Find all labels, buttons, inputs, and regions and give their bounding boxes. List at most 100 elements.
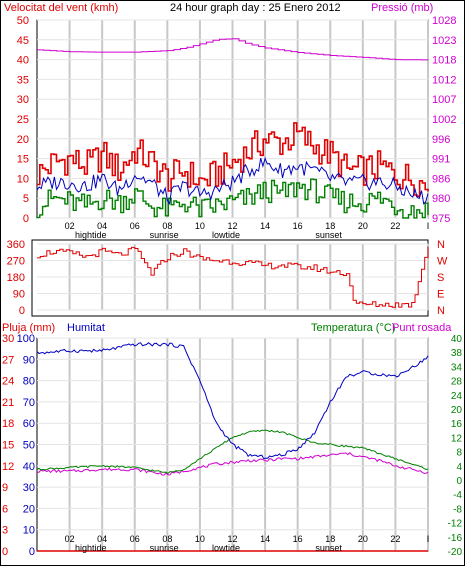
rain-axis-tick-label: 9 bbox=[2, 482, 8, 494]
pressure-axis-tick-label: 986 bbox=[432, 173, 450, 185]
rain-title: Pluja (mm) bbox=[2, 322, 55, 334]
humidity-axis-tick-label: 100 bbox=[17, 333, 35, 345]
compass-tick-label: S bbox=[437, 272, 444, 284]
direction-axis-tick-label: 0 bbox=[19, 305, 25, 317]
humidity-axis-tick-label: 80 bbox=[23, 376, 35, 388]
thermo-x-hour-label: 16 bbox=[293, 534, 303, 544]
pressure-axis-tick-label: 991 bbox=[432, 154, 450, 166]
rain-axis-tick-label: 21 bbox=[2, 397, 14, 409]
compass-tick-label: W bbox=[437, 256, 448, 268]
pressure-axis-tick-label: 980 bbox=[432, 193, 450, 205]
temperature-axis-tick-label: 8 bbox=[456, 448, 462, 459]
pressure-axis-tick-label: 1002 bbox=[432, 114, 456, 126]
wind-x-hour-label: 10 bbox=[195, 221, 205, 231]
rain-axis-tick-label: 6 bbox=[2, 503, 8, 515]
temperature-title: Temperatura (°C) bbox=[311, 322, 395, 334]
wind-speed-axis-tick-label: 30 bbox=[17, 94, 29, 106]
thermo-x-event-label: sunrise bbox=[150, 543, 179, 553]
temperature-axis-tick-label: -20 bbox=[448, 547, 463, 558]
thermo-x-hour-label: 22 bbox=[390, 534, 400, 544]
pressure-axis-tick-label: 996 bbox=[432, 134, 450, 146]
wind-gust-line bbox=[37, 122, 429, 197]
temperature-axis-tick-label: 12 bbox=[451, 433, 463, 444]
wind-speed-axis-tick-label: 25 bbox=[17, 114, 29, 126]
humidity-axis-tick-label: 90 bbox=[23, 354, 35, 366]
temperature-axis-tick-label: 0 bbox=[456, 476, 462, 487]
wind-speed-axis-tick-label: 35 bbox=[17, 74, 29, 86]
rain-axis-tick-label: 15 bbox=[2, 440, 14, 452]
rain-axis-tick-label: 27 bbox=[2, 354, 14, 366]
pressure-axis-tick-label: 1007 bbox=[432, 94, 456, 106]
wind-x-hour-label: 08 bbox=[162, 221, 172, 231]
wind-lull-line bbox=[37, 178, 429, 219]
temperature-axis-tick-label: 16 bbox=[451, 419, 463, 430]
temperature-axis-tick-label: -4 bbox=[453, 490, 462, 501]
wind-x-event-label: sunrise bbox=[150, 230, 179, 240]
dewpoint-line bbox=[37, 452, 429, 476]
temperature-axis-tick-label: -12 bbox=[448, 519, 463, 530]
wind-x-event-label: hightide bbox=[75, 230, 107, 240]
temperature-axis-tick-label: 40 bbox=[451, 334, 463, 345]
humidity-axis-tick-label: 50 bbox=[23, 440, 35, 452]
temperature-axis-tick-label: 28 bbox=[451, 377, 463, 388]
wind-x-hour-label: I bbox=[427, 221, 430, 231]
wind-x-hour-label: 20 bbox=[358, 221, 368, 231]
rain-axis-tick-label: 12 bbox=[2, 461, 14, 473]
wind-speed-title: Velocitat del vent (kmh) bbox=[4, 2, 118, 14]
direction-axis-tick-label: 180 bbox=[7, 272, 25, 284]
wind-direction-line bbox=[37, 246, 429, 308]
wind-speed-axis-tick-label: 20 bbox=[17, 134, 29, 146]
direction-axis-tick-label: 90 bbox=[13, 289, 25, 301]
pressure-axis-tick-label: 1028 bbox=[432, 15, 456, 27]
wind-x-hour-label: 02 bbox=[65, 221, 75, 231]
thermo-x-event-label: lowtide bbox=[212, 543, 240, 553]
temperature-axis-tick-label: 4 bbox=[456, 462, 462, 473]
compass-tick-label: E bbox=[437, 289, 444, 301]
compass-tick-label: N bbox=[437, 239, 445, 251]
rain-axis-tick-label: 24 bbox=[2, 376, 14, 388]
rain-axis-tick-label: 0 bbox=[2, 546, 8, 558]
wind-x-event-label: sunset bbox=[315, 230, 342, 240]
direction-axis-tick-label: 270 bbox=[7, 256, 25, 268]
wind-x-event-label: lowtide bbox=[212, 230, 240, 240]
wind-x-hour-label: 04 bbox=[97, 221, 107, 231]
temperature-line bbox=[36, 429, 429, 475]
graph-day-title: 24 hour graph day : 25 Enero 2012 bbox=[170, 2, 341, 14]
pressure-axis-tick-label: 1012 bbox=[432, 74, 456, 86]
compass-tick-label: N bbox=[437, 305, 445, 317]
thermo-x-event-label: hightide bbox=[75, 543, 107, 553]
rain-axis-tick-label: 18 bbox=[2, 418, 14, 430]
thermo-x-hour-label: 08 bbox=[162, 534, 172, 544]
thermo-x-hour-label: 04 bbox=[97, 534, 107, 544]
wind-speed-axis-tick-label: 50 bbox=[17, 15, 29, 27]
thermo-x-event-label: sunset bbox=[315, 543, 342, 553]
temperature-axis-tick-label: 38 bbox=[451, 348, 463, 359]
wind-speed-axis-tick-label: 45 bbox=[17, 35, 29, 47]
pressure-axis-tick-label: 975 bbox=[432, 213, 450, 225]
thermo-x-hour-label: 20 bbox=[358, 534, 368, 544]
wind-speed-axis-tick-label: 5 bbox=[23, 193, 29, 205]
direction-axis-tick-label: 360 bbox=[7, 239, 25, 251]
wind-x-hour-label: 22 bbox=[390, 221, 400, 231]
temperature-axis-tick-label: -16 bbox=[448, 533, 463, 544]
thermo-x-hour-label: 10 bbox=[195, 534, 205, 544]
humidity-line bbox=[36, 342, 429, 460]
thermo-x-hour-label: 14 bbox=[260, 534, 270, 544]
wind-average-line bbox=[36, 156, 429, 206]
humidity-axis-tick-label: 20 bbox=[23, 503, 35, 515]
wind-x-hour-label: 16 bbox=[293, 221, 303, 231]
wind-x-hour-label: 18 bbox=[325, 221, 335, 231]
thermo-x-hour-label: 12 bbox=[227, 534, 237, 544]
wind-speed-axis-tick-label: 10 bbox=[17, 173, 29, 185]
wind-x-hour-label: 06 bbox=[130, 221, 140, 231]
thermo-x-hour-label: 18 bbox=[325, 534, 335, 544]
rain-axis-tick-label: 3 bbox=[2, 525, 8, 537]
wind-pressure-chart: 0510152025303540455097598098699199610021… bbox=[17, 15, 457, 240]
pressure-axis-tick-label: 1023 bbox=[432, 35, 456, 47]
dewpoint-title: Punt rosada bbox=[392, 322, 452, 334]
pressure-line bbox=[37, 38, 429, 61]
humidity-axis-tick-label: 60 bbox=[23, 418, 35, 430]
wind-x-hour-label: 12 bbox=[227, 221, 237, 231]
rain-axis-tick-label: 30 bbox=[2, 333, 14, 345]
humidity-temperature-chart: 0369121518212427300102030405060708090100… bbox=[2, 333, 462, 558]
